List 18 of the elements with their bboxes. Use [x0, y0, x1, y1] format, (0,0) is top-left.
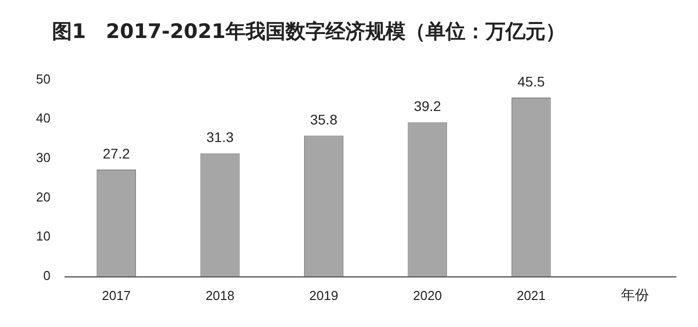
x-tick-label: 2019 — [309, 288, 338, 303]
chart-title: 图1 2017-2021年我国数字经济规模（单位：万亿元） — [52, 18, 566, 45]
x-tick-label: 2021 — [516, 288, 546, 303]
x-tick-label: 2018 — [206, 288, 234, 303]
y-tick-label: 10 — [36, 228, 50, 244]
x-tick-label: 2020 — [412, 288, 442, 303]
y-tick-label: 0 — [43, 268, 50, 283]
y-tick-label: 30 — [36, 150, 50, 166]
y-tick-label: 50 — [36, 71, 50, 86]
y-tick-label: 40 — [36, 110, 50, 126]
x-axis-title: 年份 — [620, 286, 649, 302]
y-tick-label: 20 — [36, 189, 50, 204]
data-label: 39.2 — [414, 98, 442, 114]
data-label: 31.3 — [206, 129, 234, 146]
data-label: 27.2 — [102, 145, 130, 162]
data-label: 35.8 — [310, 111, 338, 128]
data-label: 45.5 — [518, 73, 545, 90]
x-tick-label: 2017 — [102, 288, 131, 303]
